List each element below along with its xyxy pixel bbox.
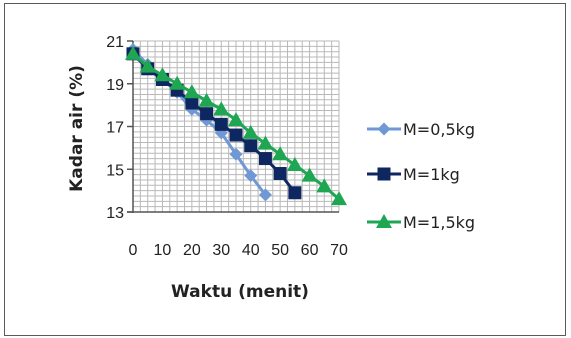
- legend-marker-2: [377, 167, 391, 181]
- data-point-series-2: [273, 167, 287, 181]
- data-point-series-3: [242, 124, 259, 139]
- chart-svg: 13 15 17 19 21 0 10 20 30 40 50 60 70 Waktu (menit) Ka…: [67, 34, 475, 302]
- data-point-series-2: [229, 128, 243, 142]
- x-tick-label: 50: [271, 242, 289, 259]
- x-tick-label: 30: [212, 242, 230, 259]
- x-tick-label: 20: [183, 242, 201, 259]
- data-point-series-2: [214, 117, 228, 131]
- data-point-series-1: [214, 126, 228, 140]
- data-point-series-1: [258, 188, 272, 202]
- data-point-series-3: [198, 92, 215, 107]
- x-tick-label: 60: [301, 242, 319, 259]
- data-point-series-3: [301, 167, 318, 182]
- y-tick-label: 13: [106, 205, 124, 222]
- data-point-series-3: [183, 84, 200, 99]
- x-tick-label: 10: [154, 242, 172, 259]
- data-point-series-3: [139, 58, 156, 73]
- data-point-series-2: [200, 107, 214, 121]
- x-tick-label: 70: [330, 242, 348, 259]
- data-point-series-1: [229, 147, 243, 161]
- legend-label-2: M=1kg: [403, 165, 460, 184]
- x-tick-label: 40: [242, 242, 260, 259]
- x-axis-title: Waktu (menit): [171, 282, 309, 302]
- data-point-series-2: [185, 96, 199, 110]
- data-point-series-3: [316, 178, 333, 193]
- legend-label-3: M=1,5kg: [403, 213, 475, 232]
- y-axis-title: Kadar air (%): [67, 65, 87, 192]
- data-point-series-1: [244, 169, 258, 183]
- y-tick-label: 21: [106, 34, 124, 51]
- data-point-series-3: [169, 75, 186, 90]
- legend-marker-1: [377, 122, 391, 136]
- data-point-series-3: [331, 191, 347, 206]
- data-point-series-3: [272, 146, 289, 161]
- y-tick-label: 15: [106, 162, 124, 179]
- data-point-series-3: [286, 156, 303, 171]
- data-point-series-2: [258, 152, 272, 166]
- data-point-series-3: [228, 112, 244, 127]
- y-tick-label: 17: [106, 120, 124, 137]
- data-point-series-2: [288, 186, 302, 200]
- legend-label-1: M=0,5kg: [403, 120, 475, 139]
- y-tick-label: 19: [106, 77, 124, 94]
- data-point-series-3: [213, 101, 230, 116]
- x-tick-label: 0: [129, 242, 138, 259]
- legend-marker-3: [376, 214, 392, 228]
- data-point-series-3: [154, 67, 171, 82]
- data-point-series-3: [257, 135, 274, 150]
- data-point-series-2: [244, 139, 258, 153]
- chart-frame: 13 15 17 19 21 0 10 20 30 40 50 60 70 Waktu (menit) Ka…: [4, 3, 566, 336]
- data-point-series-3: [125, 45, 141, 60]
